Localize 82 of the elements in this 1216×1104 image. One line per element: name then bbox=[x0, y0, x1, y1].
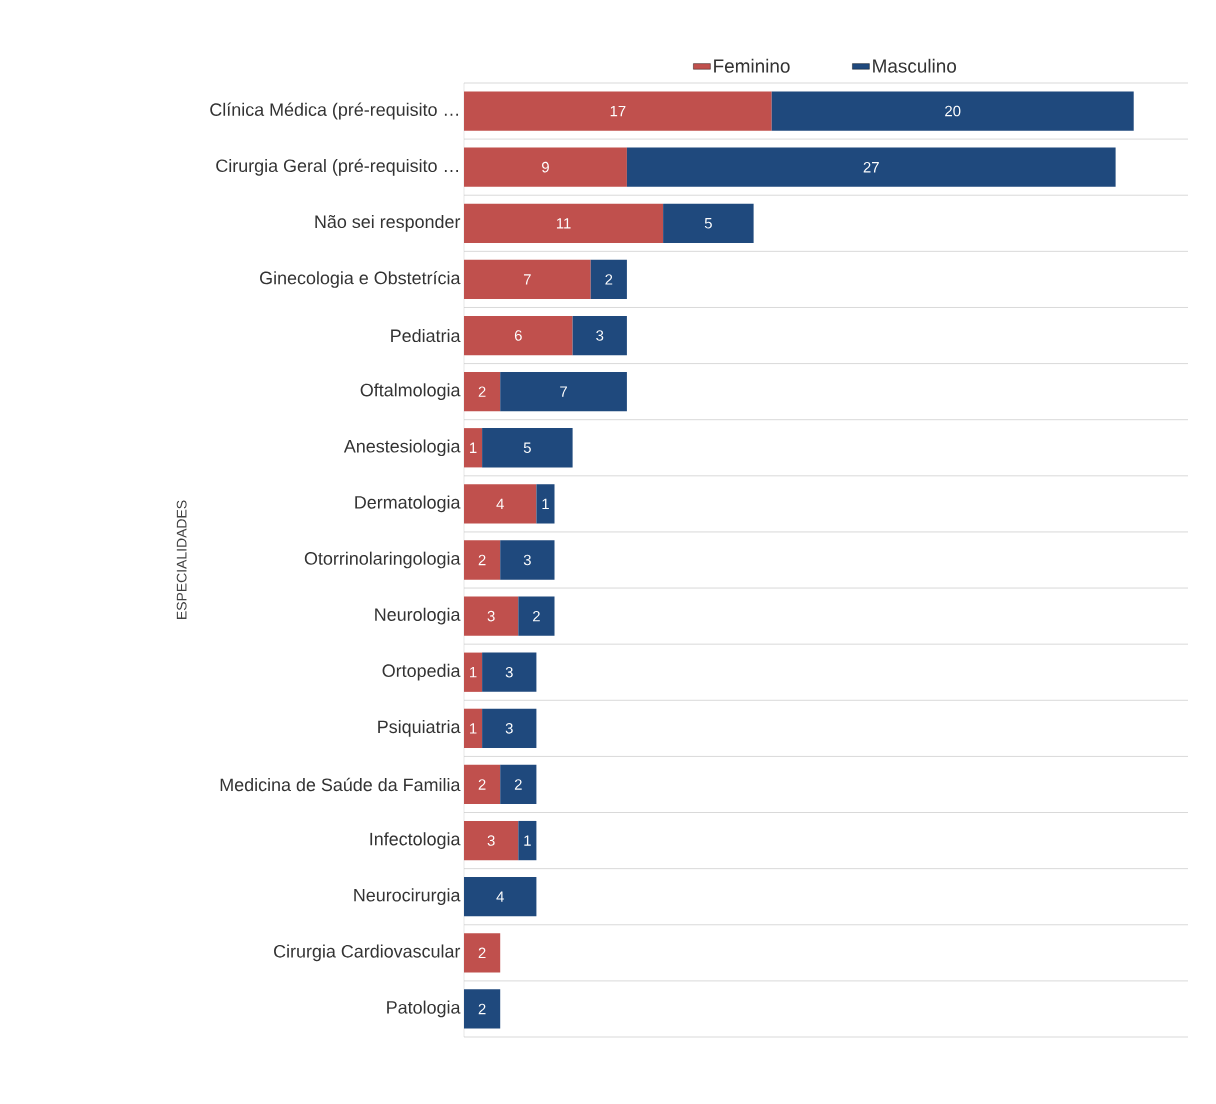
bar bbox=[464, 989, 501, 1029]
y-tick-label: Oftalmologia bbox=[360, 383, 461, 400]
bar bbox=[518, 596, 555, 636]
y-tick-label: Dermatologia bbox=[355, 495, 461, 513]
bar bbox=[663, 203, 754, 243]
bar bbox=[464, 596, 519, 636]
bar bbox=[482, 652, 537, 692]
bar bbox=[464, 372, 501, 412]
data-label: 2 bbox=[478, 554, 486, 566]
bar bbox=[626, 147, 1116, 187]
data-label: 3 bbox=[487, 610, 495, 622]
y-tick-label: Clínica Médica (pré-requisito … bbox=[210, 102, 458, 120]
y-tick-label: Psiquiatria bbox=[378, 719, 461, 737]
bar bbox=[518, 820, 537, 861]
data-label: 3 bbox=[505, 723, 513, 734]
y-tick-label: Cirurgia Geral (pré-requisito … bbox=[216, 158, 458, 176]
bar bbox=[464, 764, 501, 805]
data-label: 3 bbox=[523, 554, 531, 566]
bar bbox=[500, 372, 627, 412]
data-label: 5 bbox=[704, 218, 712, 229]
y-tick-label: Ginecologia e Obstetrícia bbox=[260, 270, 461, 288]
legend-label: Feminino bbox=[714, 58, 790, 73]
bar bbox=[572, 315, 627, 356]
data-label: 5 bbox=[523, 442, 531, 453]
bar bbox=[464, 877, 537, 917]
bar bbox=[464, 484, 537, 524]
data-label: 2 bbox=[478, 947, 486, 959]
data-label: 1 bbox=[470, 442, 477, 453]
data-label: 3 bbox=[596, 330, 604, 341]
data-label: 2 bbox=[478, 779, 486, 790]
bar bbox=[536, 484, 555, 524]
bar bbox=[464, 933, 501, 973]
data-label: 11 bbox=[556, 218, 571, 229]
data-label: 7 bbox=[523, 274, 531, 285]
y-tick-label: Pediatria bbox=[391, 328, 461, 343]
bar bbox=[464, 147, 627, 187]
bar bbox=[464, 708, 483, 748]
data-label: 7 bbox=[560, 386, 567, 397]
bar bbox=[771, 91, 1134, 131]
y-tick-label: Neurologia bbox=[375, 607, 461, 625]
y-tick-label: Ortopedia bbox=[382, 663, 461, 681]
y-tick-label: Otorrinolaringologia bbox=[304, 551, 461, 569]
data-label: 1 bbox=[470, 667, 477, 678]
y-tick-label: Infectologia bbox=[370, 832, 461, 849]
y-tick-label: Medicina de Saúde da Familia bbox=[220, 777, 461, 792]
y-tick-label: Cirurgia Cardiovascular bbox=[274, 944, 461, 962]
data-label: 1 bbox=[524, 835, 531, 846]
y-tick-label: Não sei responder bbox=[315, 214, 461, 232]
data-label: 20 bbox=[945, 105, 961, 117]
legend-label: Masculino bbox=[873, 58, 957, 73]
data-label: 2 bbox=[514, 779, 522, 790]
bar bbox=[464, 820, 519, 861]
data-label: 2 bbox=[478, 386, 486, 397]
bar bbox=[464, 315, 573, 356]
y-tick-label: Neurocirurgia bbox=[354, 888, 461, 906]
bar bbox=[464, 652, 483, 692]
data-label: 3 bbox=[505, 666, 513, 678]
bar bbox=[590, 259, 627, 300]
bar bbox=[482, 428, 573, 468]
bar bbox=[482, 708, 537, 748]
bar bbox=[464, 259, 591, 300]
data-label: 2 bbox=[533, 610, 540, 622]
bar bbox=[464, 540, 501, 580]
data-label: 9 bbox=[542, 161, 549, 173]
y-tick-label: Anestesiologia bbox=[343, 439, 461, 457]
data-label: 17 bbox=[610, 105, 626, 117]
bar bbox=[464, 91, 772, 131]
data-label: 2 bbox=[605, 274, 613, 285]
data-label: 6 bbox=[514, 330, 522, 341]
bar bbox=[464, 428, 483, 468]
y-axis-title: ESPECIALIDADES bbox=[176, 500, 187, 619]
data-label: 4 bbox=[496, 498, 504, 510]
data-label: 3 bbox=[487, 835, 495, 846]
data-label: 4 bbox=[496, 891, 504, 902]
y-tick-label: Patologia bbox=[387, 1000, 461, 1018]
data-label: 27 bbox=[863, 161, 879, 173]
data-label: 2 bbox=[478, 1003, 486, 1015]
bar bbox=[500, 764, 537, 805]
data-label: 1 bbox=[470, 723, 477, 734]
bar bbox=[464, 203, 664, 243]
bar bbox=[500, 540, 555, 580]
data-label: 1 bbox=[542, 498, 549, 510]
